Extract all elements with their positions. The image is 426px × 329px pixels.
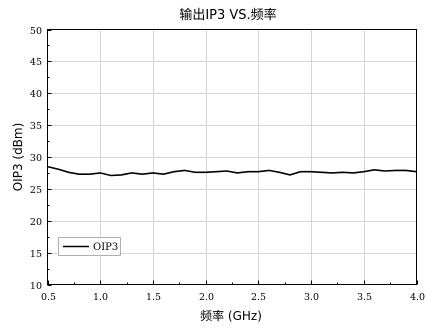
series-layer — [47, 165, 417, 177]
y-tick-label: 20 — [30, 217, 42, 228]
y-tick-label: 10 — [30, 281, 42, 292]
y-tick-label: 40 — [30, 89, 42, 100]
x-tick-label: 4.0 — [410, 292, 425, 303]
y-tick-label: 25 — [30, 185, 42, 196]
x-tick-label: 0.5 — [41, 292, 56, 303]
x-axis-label: 频率 (GHz) — [200, 308, 262, 323]
plot-frame — [47, 29, 417, 285]
x-tick-label: 3.5 — [357, 292, 372, 303]
x-tick-label: 3.0 — [304, 292, 319, 303]
x-tick-label: 1.0 — [93, 292, 108, 303]
x-tick-label: 2.5 — [251, 292, 266, 303]
legend-box — [58, 237, 121, 256]
y-tick-label: 30 — [30, 153, 42, 164]
y-tick-label: 15 — [30, 249, 42, 260]
legend-label-oip3: OIP3 — [93, 242, 118, 253]
y-tick-label: 45 — [30, 57, 42, 68]
chart-title: 输出IP3 VS.频率 — [179, 7, 276, 23]
grid — [47, 29, 417, 285]
legend: OIP3 — [58, 237, 121, 256]
y-tick-label: 50 — [30, 26, 42, 37]
axis-ticks — [47, 30, 418, 286]
x-tick-label: 1.5 — [146, 292, 161, 303]
axis-tick-labels: 0.5 1.0 1.5 2.0 2.5 3.0 3.5 4.0 10 15 20 25 30 35 40 45… — [30, 26, 425, 303]
series-line-oip3 — [47, 165, 417, 177]
y-tick-label: 35 — [30, 121, 42, 132]
y-axis-label: OIP3 (dBm) — [11, 123, 25, 192]
x-tick-label: 2.0 — [199, 292, 214, 303]
